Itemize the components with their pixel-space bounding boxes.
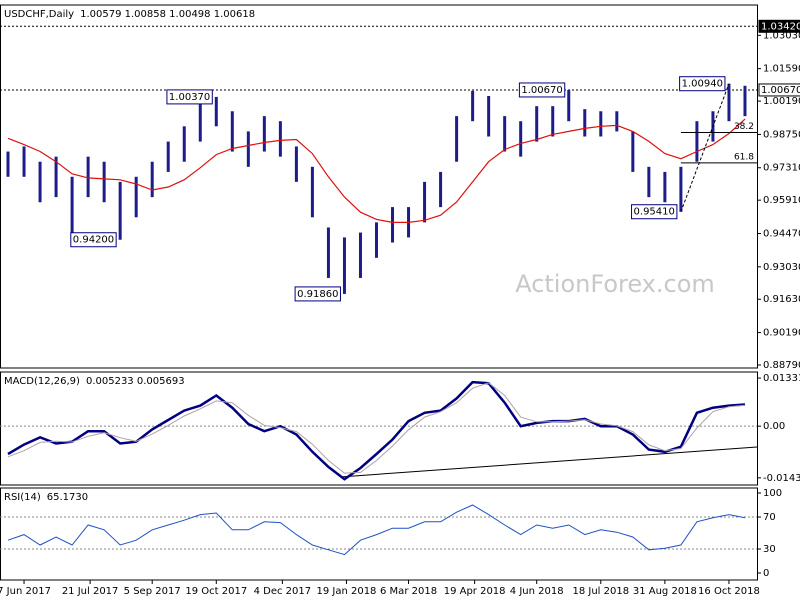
fib-label: 38.2 (734, 122, 754, 132)
annotation-label: 0.91860 (297, 289, 338, 300)
y-tick-label: 1.01590 (763, 64, 800, 75)
annotation-label: 1.00370 (169, 92, 210, 103)
y-tick-label: 0.88790 (763, 360, 800, 371)
y-tick-label: 1.03030 (763, 30, 800, 41)
x-tick-label: 18 Jul 2018 (572, 586, 629, 597)
macd-trendline (339, 446, 758, 478)
level-label: 1.03420 (761, 21, 800, 32)
x-tick-label: 6 Mar 2018 (380, 586, 437, 597)
fib-label: 61.8 (734, 152, 754, 162)
y-tick-label: 0.00 (763, 421, 785, 432)
panel-title: RSI(14) (4, 492, 41, 503)
x-tick-label: 19 Oct 2017 (185, 586, 247, 597)
y-tick-label: 0.013319 (763, 373, 800, 384)
y-tick-label: 100 (763, 488, 782, 499)
annotation-box (518, 82, 566, 98)
level-box (758, 19, 800, 33)
x-tick-label: 5 Sep 2017 (124, 586, 181, 597)
x-tick-label: 19 Apr 2018 (444, 586, 506, 597)
panel-subtitle: 0.005233 0.005693 (86, 376, 185, 387)
y-tick-label: 30 (763, 544, 776, 555)
annotation-box (679, 76, 726, 92)
watermark: ActionForex.com (515, 270, 715, 298)
series-line (7, 504, 746, 556)
panel-title: USDCHF,Daily (4, 9, 74, 20)
series-line (7, 118, 746, 223)
annotation-label: 1.00940 (682, 79, 723, 90)
x-tick-label: 19 Jan 2018 (316, 586, 376, 597)
x-tick-label: 7 Jun 2017 (0, 586, 51, 597)
y-tick-label: 70 (763, 512, 776, 523)
y-tick-label: 0 (763, 568, 769, 579)
annotation-box (631, 204, 678, 220)
y-tick-label: -0.014323 (763, 473, 800, 484)
series-line (7, 380, 746, 481)
annotation-box (294, 286, 341, 302)
panel-subtitle: 65.1730 (47, 492, 88, 503)
panel-title: MACD(12,26,9) (4, 376, 80, 387)
annotation-label: 0.95410 (634, 207, 675, 218)
trend-line (680, 83, 730, 212)
x-tick-label: 21 Jul 2017 (62, 586, 119, 597)
annotation-label: 0.94200 (73, 235, 114, 246)
x-tick-label: 16 Oct 2018 (698, 586, 760, 597)
level-label: 1.00670 (761, 85, 800, 96)
series-line (7, 382, 746, 474)
annotation-box (166, 89, 213, 105)
x-tick-label: 4 Dec 2017 (254, 586, 312, 597)
x-tick-label: 31 Aug 2018 (633, 586, 697, 597)
panel-subtitle: 1.00579 1.00858 1.00498 1.00618 (80, 9, 255, 20)
level-box (758, 83, 800, 97)
annotation-label: 1.00670 (521, 85, 562, 96)
annotation-box (70, 232, 117, 248)
x-tick-label: 4 Jun 2018 (510, 586, 564, 597)
